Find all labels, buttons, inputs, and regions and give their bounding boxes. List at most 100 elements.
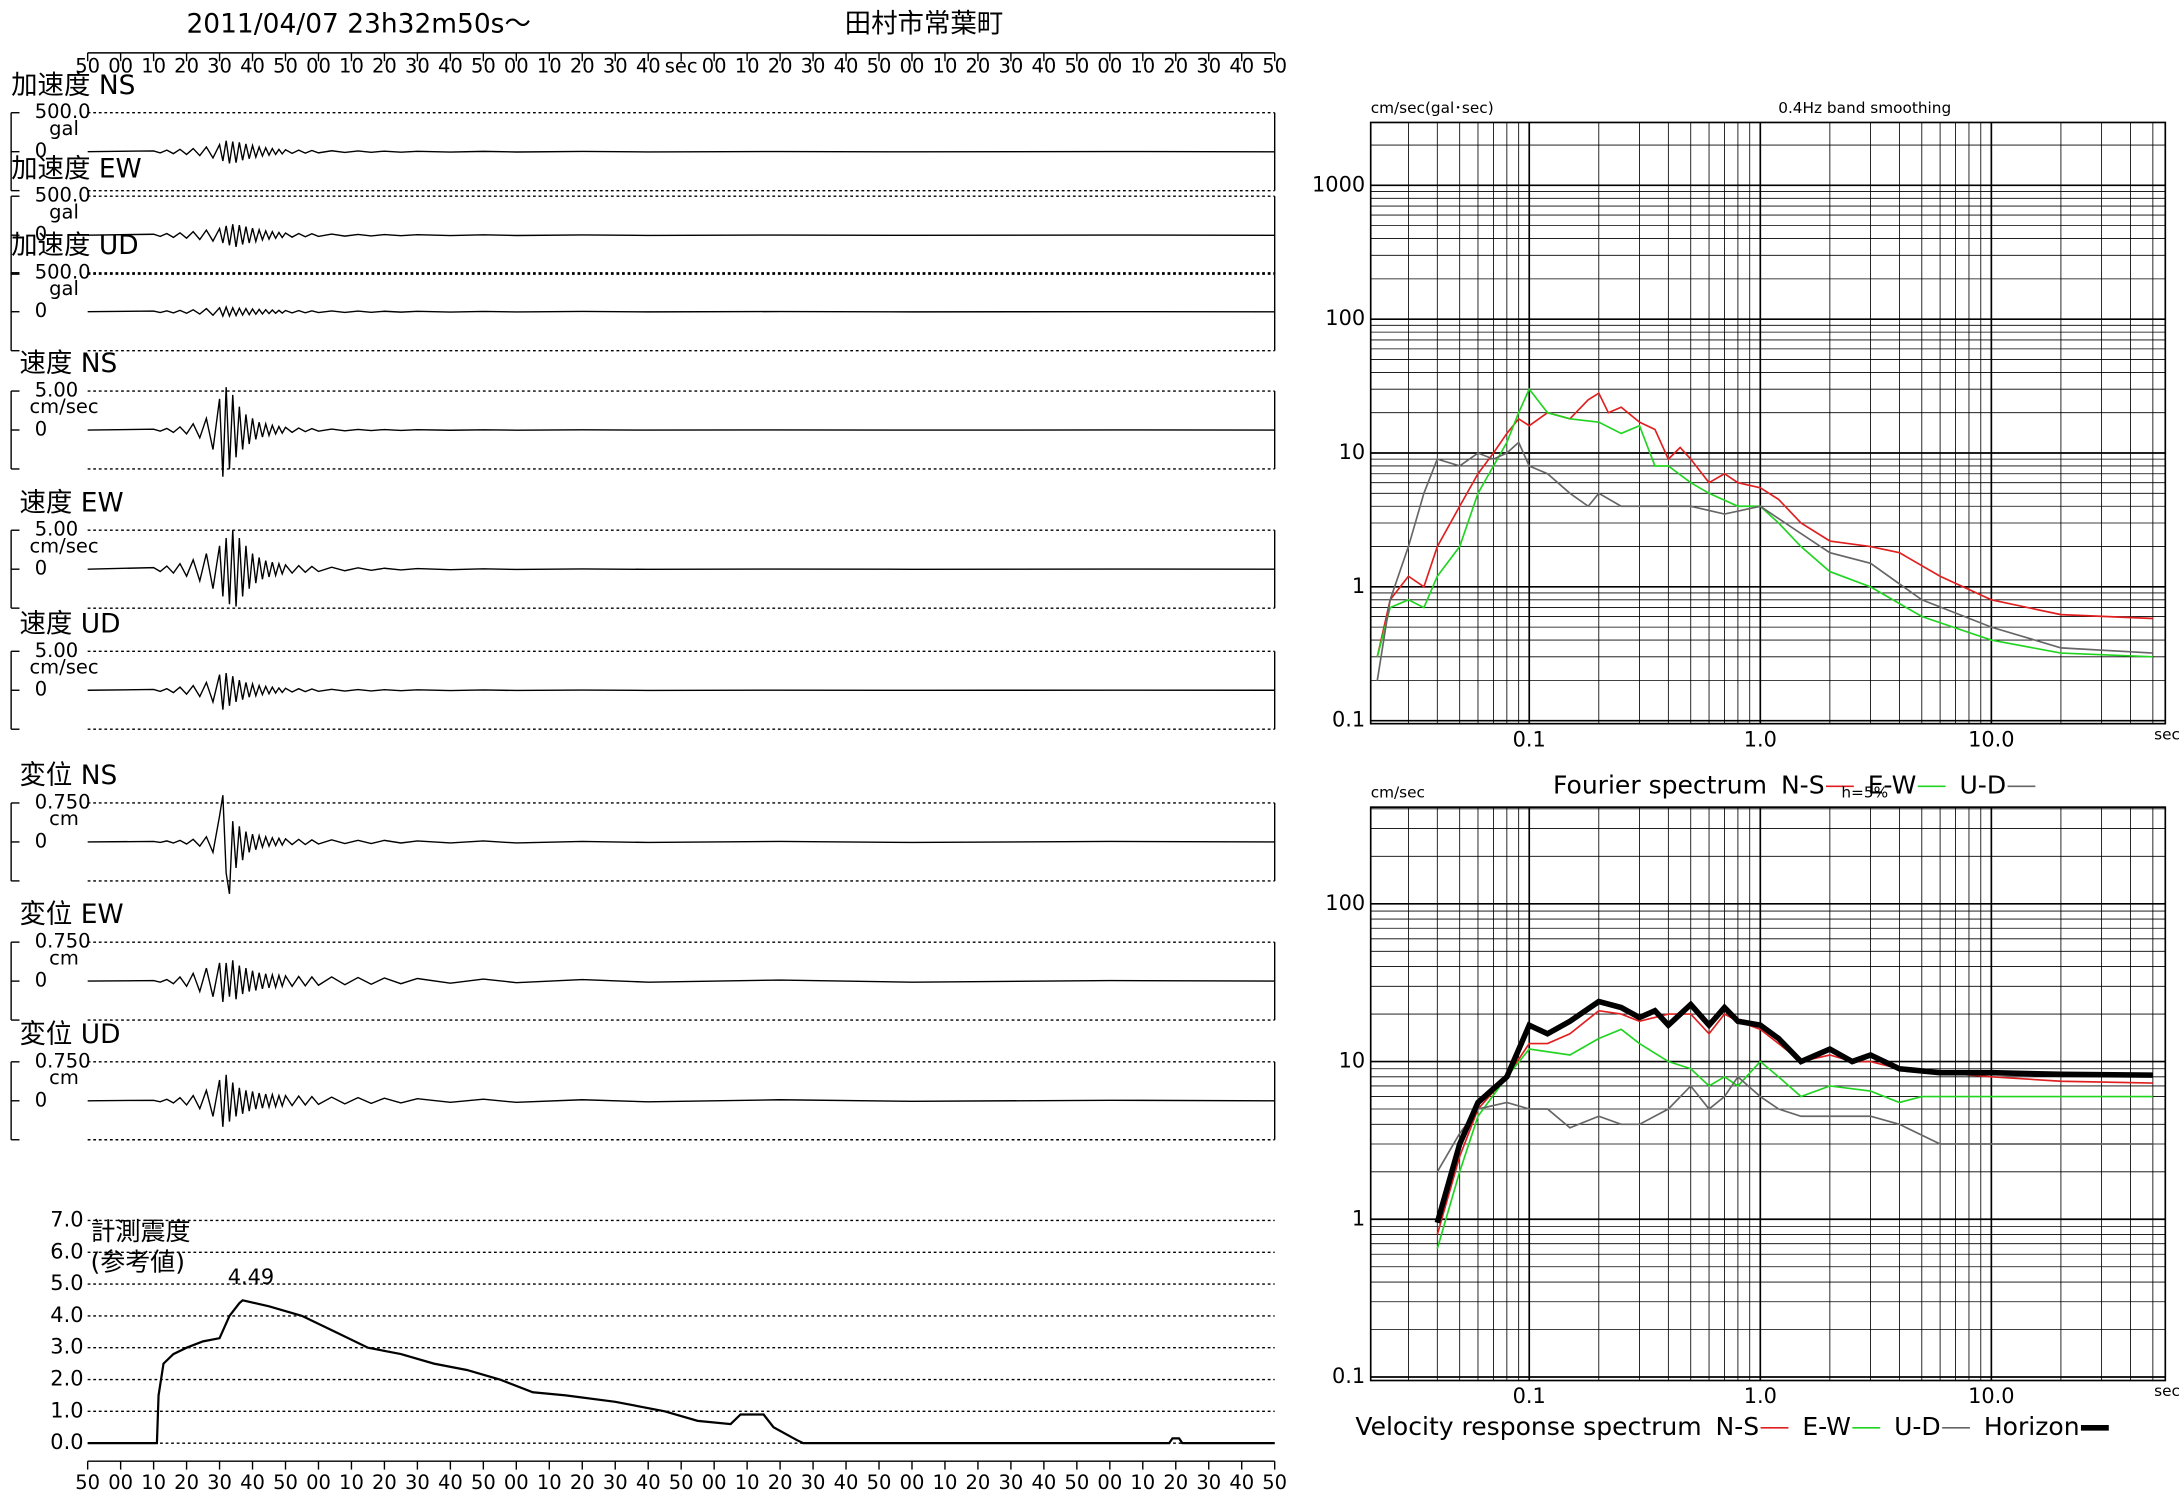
y-tick-label: 10 [1339, 1049, 1366, 1073]
time-tick-label: 10 [1130, 54, 1155, 77]
x-tick-label: 10 [141, 1471, 166, 1494]
trace-tick-label: 0 [35, 139, 47, 162]
x-tick-label: 50 [1262, 1471, 1287, 1494]
time-tick-label: 10 [339, 54, 364, 77]
x-tick-label: 50 [75, 1471, 100, 1494]
legend-label: Horizon [1984, 1412, 2080, 1441]
legend-label: E-W [1802, 1412, 1851, 1441]
time-tick-label: 40 [240, 54, 265, 77]
x-tick-label: 20 [966, 1471, 991, 1494]
trace-tick-label: 5.00 [35, 639, 78, 662]
trace-unit: cm [49, 807, 79, 830]
x-tick-label: 0.1 [1513, 1384, 1546, 1408]
plot-frame [1369, 121, 2167, 725]
trace-tick-label: 500.0 [35, 260, 91, 283]
trace-tick-label: 0 [35, 299, 47, 322]
time-tick-label: 20 [372, 54, 397, 77]
time-tick-label: 20 [1163, 54, 1188, 77]
time-tick-label: 20 [768, 54, 793, 77]
time-tick-label: 00 [504, 54, 529, 77]
y-tick-label: 0.1 [1332, 1364, 1365, 1388]
legend-label: N-S [1781, 770, 1825, 799]
legend-label: E-W [1868, 770, 1917, 799]
time-tick-label: 10 [537, 54, 562, 77]
trace-label: 加速度 EW [11, 153, 142, 184]
time-tick-label: 30 [801, 54, 826, 77]
trace-tick-label: 5.00 [35, 518, 78, 541]
trace-tick-label: 0 [35, 829, 47, 852]
time-tick-label: 40 [438, 54, 463, 77]
spectrum-line [1436, 1009, 2153, 1235]
time-tick-label: 50 [1262, 54, 1287, 77]
trace-label: 速度 EW [19, 487, 123, 518]
time-tick-label: 30 [999, 54, 1024, 77]
time-tick-label: 30 [603, 54, 628, 77]
x-tick-label: 50 [1064, 1471, 1089, 1494]
x-tick-label: 30 [405, 1471, 430, 1494]
trace-tick-label: 5.00 [35, 379, 78, 402]
y-tick-label: 0.0 [50, 1430, 83, 1454]
time-tick-label: 50 [1064, 54, 1089, 77]
time-tick-label: 00 [900, 54, 925, 77]
x-tick-label: 40 [636, 1471, 661, 1494]
trace-label: 速度 NS [19, 348, 117, 379]
trace-tick-label: 0 [35, 1088, 47, 1111]
x-tick-label: 30 [801, 1471, 826, 1494]
x-tick-label: 20 [768, 1471, 793, 1494]
intensity-line [87, 1299, 1275, 1445]
trace-label: 速度 UD [19, 608, 120, 639]
x-tick-label: 00 [1097, 1471, 1122, 1494]
time-tick-label: 40 [1229, 54, 1254, 77]
y-tick-label: 2.0 [50, 1367, 83, 1391]
x-tick-label: 30 [999, 1471, 1024, 1494]
time-tick-label: 00 [702, 54, 727, 77]
x-tick-label: 1.0 [1744, 1384, 1777, 1408]
trace-tick-label: 0 [35, 223, 47, 246]
trace-tick-label: 500.0 [35, 184, 91, 207]
x-tick-label: 40 [1031, 1471, 1056, 1494]
peak-label: 4.49 [228, 1265, 274, 1289]
waveform [87, 673, 1275, 710]
spectrum-line [1434, 998, 2153, 1224]
trace-unit: gal [49, 200, 79, 223]
waveform [87, 960, 1275, 1002]
time-tick-label: sec [665, 54, 698, 77]
x-tick-label: 00 [108, 1471, 133, 1494]
spectrum-line [1376, 391, 2153, 657]
x-tick-label: 20 [1163, 1471, 1188, 1494]
x-unit: sec [2154, 1382, 2180, 1400]
time-tick-label: 10 [933, 54, 958, 77]
x-tick-label: 00 [504, 1471, 529, 1494]
x-tick-label: 10 [735, 1471, 760, 1494]
trace-unit: cm/sec [29, 655, 98, 678]
intensity-title: 計測震度 [90, 1217, 190, 1246]
y-tick-label: 1 [1352, 1206, 1365, 1230]
trace-tick-label: 500.0 [35, 100, 91, 123]
station-name: 田村市常葉町 [845, 9, 1004, 40]
x-tick-label: 40 [1229, 1471, 1254, 1494]
trace-label: 変位 NS [19, 760, 117, 791]
time-tick-label: 00 [306, 54, 331, 77]
x-tick-label: 10.0 [1968, 1384, 2014, 1408]
y-tick-label: 0.1 [1332, 708, 1365, 732]
legend-label: U-D [1959, 770, 2006, 799]
x-tick-label: 50 [471, 1471, 496, 1494]
time-tick-label: 30 [207, 54, 232, 77]
y-tick-label: 4.0 [50, 1303, 83, 1327]
trace-tick-label: 0.750 [35, 1049, 91, 1072]
x-tick-label: 40 [438, 1471, 463, 1494]
legend-label: N-S [1716, 1412, 1760, 1441]
x-tick-label: 30 [603, 1471, 628, 1494]
y-tick-label: 1 [1352, 574, 1365, 598]
spectrum-line [1436, 1028, 2153, 1250]
x-tick-label: 20 [174, 1471, 199, 1494]
plot-frame [1369, 806, 2167, 1382]
waveform [87, 305, 1275, 318]
time-tick-label: 50 [471, 54, 496, 77]
intensity-title: (参考値) [90, 1248, 185, 1277]
x-tick-label: 40 [834, 1471, 859, 1494]
x-tick-label: 1.0 [1744, 727, 1777, 751]
trace-tick-label: 0 [35, 418, 47, 441]
